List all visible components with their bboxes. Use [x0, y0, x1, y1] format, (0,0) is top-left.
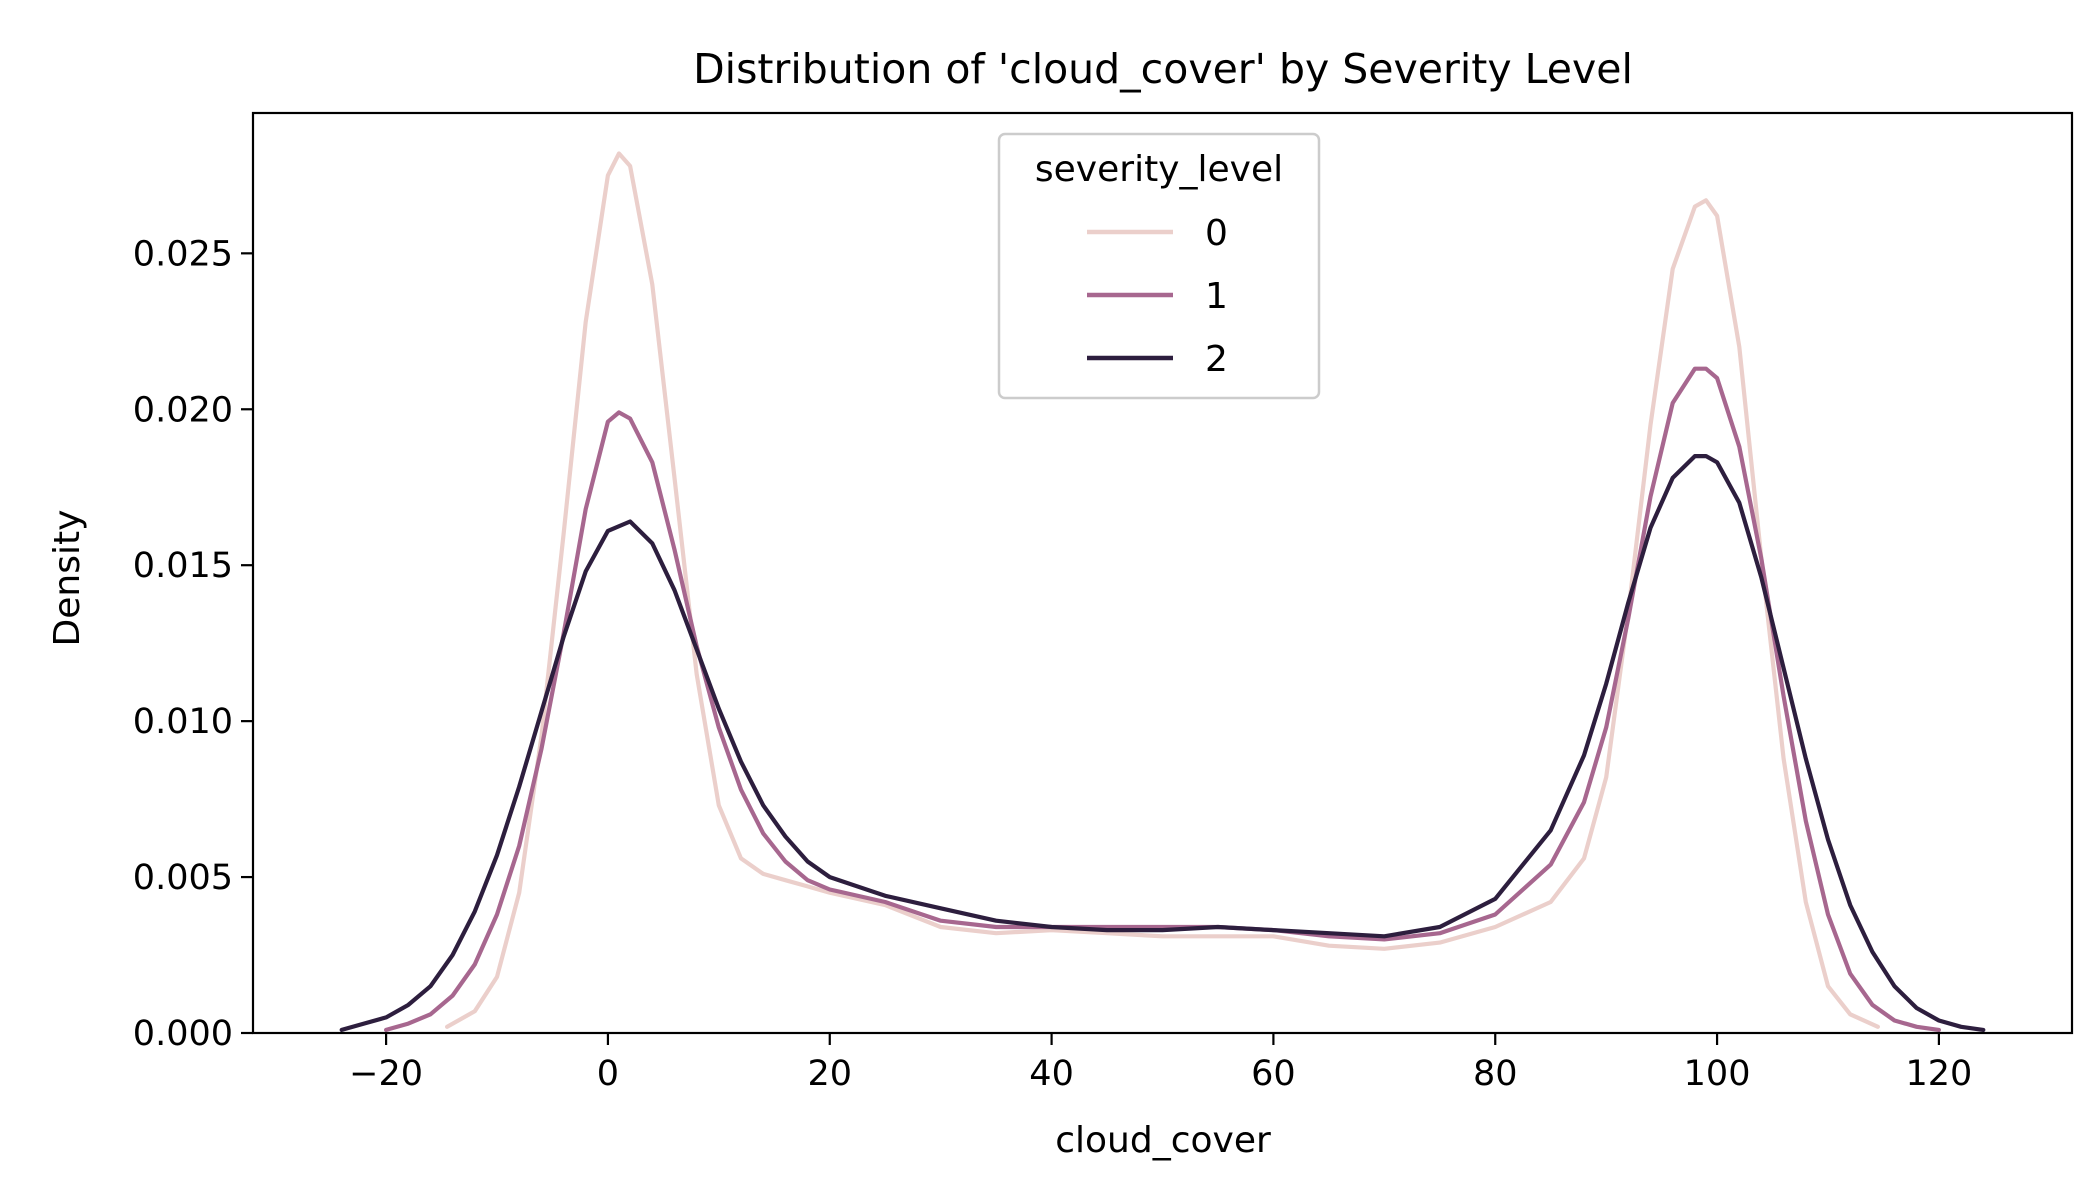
legend-label-1: 1 — [1205, 276, 1228, 317]
x-tick-label: 60 — [1251, 1054, 1296, 1094]
series-line-0 — [445, 151, 1880, 1029]
y-tick-label: 0.010 — [133, 702, 233, 742]
x-axis-label: cloud_cover — [1055, 1120, 1271, 1161]
legend: severity_level 0 1 2 — [997, 132, 1321, 400]
x-tick-label: 20 — [807, 1054, 852, 1094]
legend-label-0: 0 — [1205, 213, 1228, 254]
y-tick-label: 0.015 — [133, 546, 233, 586]
plot-frame — [251, 111, 2074, 1035]
x-tick-label: 120 — [1905, 1054, 1972, 1094]
x-tick-label: 40 — [1029, 1054, 1074, 1094]
x-tick-label: 100 — [1684, 1054, 1751, 1094]
x-tick-label: −20 — [349, 1054, 423, 1094]
chart-title: Distribution of 'cloud_cover' by Severit… — [693, 45, 1633, 93]
x-tick-label: 80 — [1473, 1054, 1518, 1094]
legend-title: severity_level — [1035, 149, 1283, 190]
axes: −20 0 20 40 60 80 100 1200.0000.0050.0100.0150.… — [133, 111, 2074, 1094]
series-line-1 — [384, 366, 1941, 1032]
series-line-2 — [339, 454, 1986, 1032]
legend-label-2: 2 — [1205, 339, 1228, 380]
y-axis-label: Density — [47, 510, 88, 647]
y-tick-label: 0.020 — [133, 390, 233, 430]
series-layer — [339, 151, 1986, 1032]
x-tick-label: 0 — [597, 1054, 619, 1094]
plot-area — [339, 151, 1986, 1032]
legend-entries: 0 1 2 — [1087, 213, 1228, 380]
y-tick-label: 0.005 — [133, 858, 233, 898]
y-tick-label: 0.025 — [133, 234, 233, 274]
y-tick-label: 0.000 — [133, 1014, 233, 1054]
legend-frame — [997, 132, 1321, 400]
